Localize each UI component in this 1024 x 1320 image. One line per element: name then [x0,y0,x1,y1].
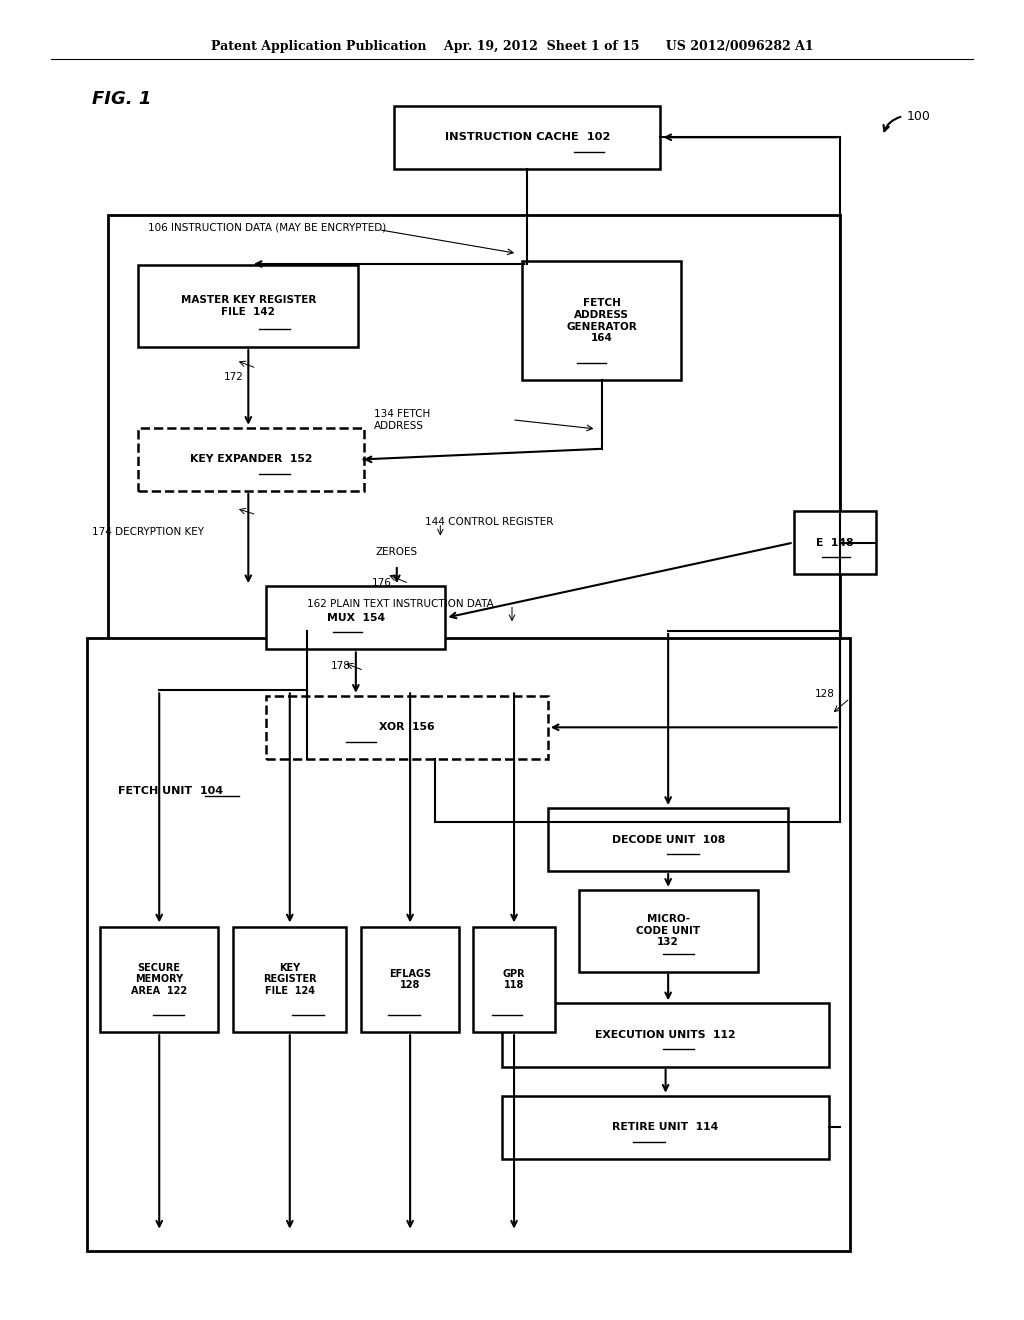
Text: MUX  154: MUX 154 [327,612,385,623]
Text: FIG. 1: FIG. 1 [92,90,152,108]
Text: ZEROES: ZEROES [376,546,418,557]
FancyBboxPatch shape [138,265,358,347]
FancyBboxPatch shape [502,1003,829,1067]
Text: INSTRUCTION CACHE  102: INSTRUCTION CACHE 102 [444,132,610,143]
Text: FETCH UNIT  104: FETCH UNIT 104 [118,785,223,796]
Text: EFLAGS
128: EFLAGS 128 [389,969,431,990]
FancyBboxPatch shape [502,1096,829,1159]
Text: Patent Application Publication    Apr. 19, 2012  Sheet 1 of 15      US 2012/0096: Patent Application Publication Apr. 19, … [211,40,813,53]
Text: 174 DECRYPTION KEY: 174 DECRYPTION KEY [92,527,204,537]
FancyBboxPatch shape [100,927,218,1032]
Text: E  148: E 148 [816,537,853,548]
Text: KEY
REGISTER
FILE  124: KEY REGISTER FILE 124 [263,962,316,997]
FancyBboxPatch shape [579,890,758,972]
Text: MASTER KEY REGISTER
FILE  142: MASTER KEY REGISTER FILE 142 [180,296,316,317]
Text: 176: 176 [372,578,391,589]
Text: 172: 172 [223,372,244,381]
Text: EXECUTION UNITS  112: EXECUTION UNITS 112 [595,1030,736,1040]
Text: XOR  156: XOR 156 [379,722,435,733]
FancyBboxPatch shape [394,106,660,169]
Text: SECURE
MEMORY
AREA  122: SECURE MEMORY AREA 122 [131,962,187,997]
FancyBboxPatch shape [473,927,555,1032]
FancyBboxPatch shape [108,215,840,816]
FancyBboxPatch shape [522,261,681,380]
Text: KEY EXPANDER  152: KEY EXPANDER 152 [189,454,312,465]
Text: 128: 128 [815,689,835,700]
Text: 106 INSTRUCTION DATA (MAY BE ENCRYPTED): 106 INSTRUCTION DATA (MAY BE ENCRYPTED) [148,222,387,232]
Text: 144 CONTROL REGISTER: 144 CONTROL REGISTER [425,516,553,527]
FancyBboxPatch shape [233,927,346,1032]
FancyBboxPatch shape [794,511,876,574]
Text: RETIRE UNIT  114: RETIRE UNIT 114 [612,1122,719,1133]
Text: 100: 100 [906,110,930,123]
Text: MICRO-
CODE UNIT
132: MICRO- CODE UNIT 132 [636,913,700,948]
Text: GPR
118: GPR 118 [503,969,525,990]
FancyBboxPatch shape [138,428,364,491]
Text: FETCH
ADDRESS
GENERATOR
164: FETCH ADDRESS GENERATOR 164 [566,298,637,343]
Text: DECODE UNIT  108: DECODE UNIT 108 [611,834,725,845]
FancyBboxPatch shape [266,586,445,649]
FancyBboxPatch shape [361,927,459,1032]
FancyBboxPatch shape [548,808,788,871]
FancyBboxPatch shape [87,638,850,1251]
Text: 178: 178 [331,661,350,671]
FancyBboxPatch shape [266,696,548,759]
Text: 162 PLAIN TEXT INSTRUCTION DATA: 162 PLAIN TEXT INSTRUCTION DATA [307,598,494,609]
Text: 134 FETCH
ADDRESS: 134 FETCH ADDRESS [374,409,430,430]
